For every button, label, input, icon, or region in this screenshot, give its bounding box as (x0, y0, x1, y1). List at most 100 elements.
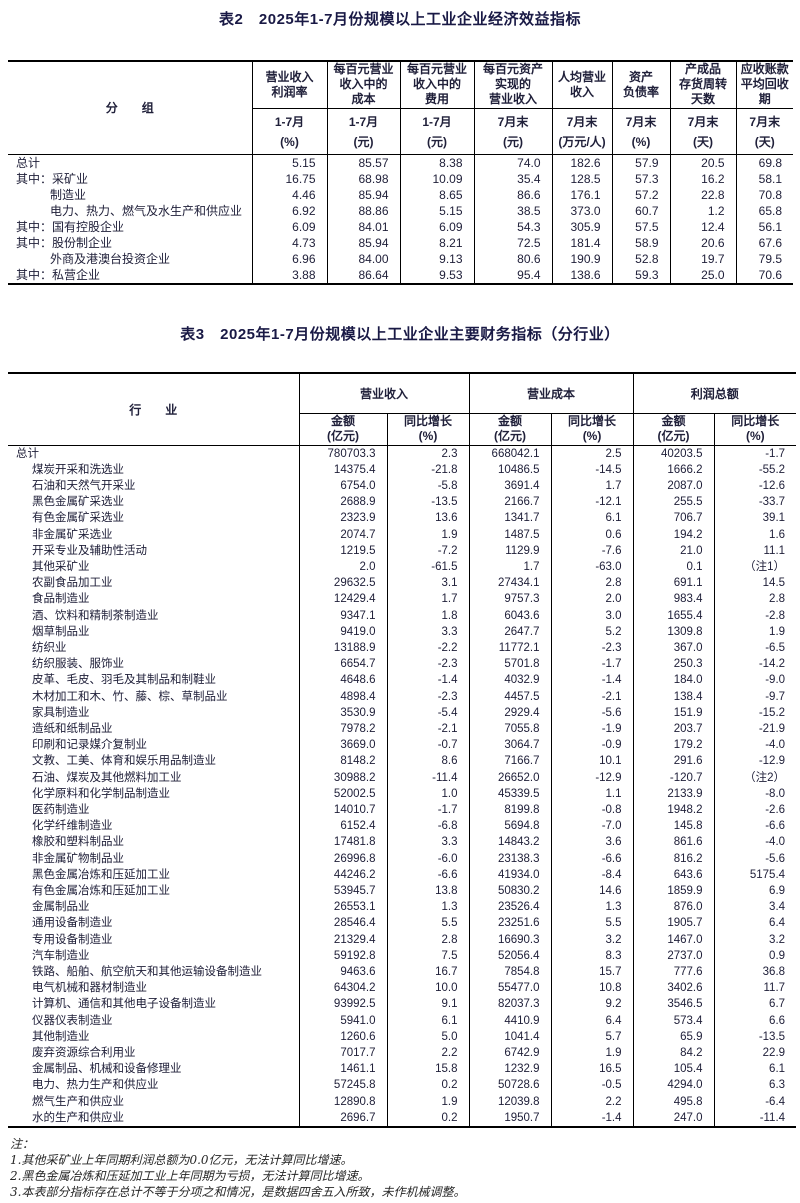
table3-row: 专用设备制造业 21329.4 2.8 16690.3 3.2 1467.0 3.2 (8, 931, 797, 948)
table2-col-period: 1-7月 (422, 114, 452, 129)
cell-value: 780703.3 (298, 445, 387, 462)
table3-row: 总计 780703.3 2.3 668042.1 2.5 40203.5 -1.7 (8, 445, 797, 462)
table2-col-header: 每百元资产 实现的 营业收入 (473, 61, 552, 109)
row-label: 黑色金属冶炼和压延加工业 (32, 868, 170, 881)
row-label: 电力、热力、燃气及水生产和供应业 (50, 203, 243, 218)
row-label: 有色金属冶炼和压延加工业 (32, 884, 170, 897)
row-label: 化学原料和化学制品制造业 (32, 787, 170, 800)
table3-col-subheader: 金额 (亿元) (298, 413, 387, 446)
cell-value: 2647.7 (468, 623, 552, 640)
cell-value: 82037.3 (468, 996, 552, 1013)
row-label: 其他采矿业 (32, 560, 90, 573)
cell-value: -1.4 (550, 672, 634, 689)
row-label: 家具制造业 (32, 706, 90, 719)
cell-value: 1.1 (550, 785, 634, 802)
cell-value: 4457.5 (468, 688, 552, 705)
cell-value: 30988.2 (298, 769, 387, 786)
cell-value: 1.3 (386, 899, 470, 916)
cell-value: 4410.9 (468, 1012, 552, 1029)
cell-value: -6.6 (550, 850, 634, 867)
cell-value: -2.3 (386, 656, 470, 673)
cell-value: -6.4 (713, 1093, 797, 1110)
cell-value: 41934.0 (468, 866, 552, 883)
cell-value: -1.7 (386, 801, 470, 819)
table2-col-period: 7月末 (687, 114, 719, 129)
row-label: 废弃资源综合利用业 (32, 1047, 136, 1060)
cell-value: 573.4 (632, 1012, 715, 1029)
table2-col-header: 每百元营业 收入中的 费用 (399, 61, 474, 109)
cell-value: 6.7 (713, 996, 797, 1013)
cell-value: 0.6 (550, 526, 634, 543)
cell-value: 2.3 (386, 445, 470, 462)
table2-col-period: 7月末 (497, 114, 529, 129)
cell-value: 2166.7 (468, 494, 552, 511)
table3-row: 非金属矿采选业 2074.7 1.9 1487.5 0.6 194.2 1.6 (8, 526, 797, 543)
table3-row: 造纸和纸制品业 7978.2 -2.1 7055.8 -1.9 203.7 -21.9 (8, 720, 797, 738)
table3-row: 燃气生产和供应业 12890.8 1.9 12039.8 2.2 495.8 -6.4 (8, 1093, 797, 1110)
row-label: 金属制品业 (32, 901, 90, 914)
table3-subheader-label: 同比增长 (%) (568, 414, 617, 443)
table3-subheader-label: 金额 (亿元) (657, 414, 690, 443)
cell-value: -1.9 (550, 720, 634, 738)
cell-value: 138.4 (632, 688, 715, 705)
cell-value: 50830.2 (468, 882, 552, 900)
cell-value: 138.6 (551, 267, 612, 285)
cell-value: 3.6 (550, 834, 634, 851)
cell-value: 11772.1 (468, 639, 552, 657)
row-label: 化学纤维制造业 (32, 820, 113, 833)
table2-row: 其中：国有控股企业 6.09 84.01 6.09 54.3 305.9 57.5 12.4 5… (8, 218, 793, 235)
cell-value: 55477.0 (468, 980, 552, 997)
cell-value: 8.6 (386, 753, 470, 770)
cell-value: -13.5 (386, 494, 470, 511)
row-label: 纺织业 (32, 641, 67, 654)
cell-value: 69.8 (735, 154, 793, 171)
table2-col-period: 1-7月 (348, 114, 379, 129)
cell-value: -12.6 (713, 477, 797, 495)
cell-value: 373.0 (551, 202, 612, 219)
cell-value: 85.94 (326, 186, 400, 203)
cell-value: 13.8 (386, 882, 470, 900)
cell-value: 3546.5 (632, 996, 715, 1013)
cell-value: 65.9 (632, 1028, 715, 1046)
cell-value: -0.8 (550, 801, 634, 819)
table2-col-subheader: 7月末 (元) (473, 108, 552, 155)
cell-value: 16690.3 (468, 931, 552, 948)
row-label: 总计 (16, 155, 41, 170)
row-label: 造纸和纸制品业 (32, 722, 113, 735)
cell-value: 1219.5 (298, 542, 387, 559)
cell-value: 105.4 (632, 1061, 715, 1078)
cell-value: 85.57 (326, 154, 400, 171)
table2-col-header: 资产 负债率 (611, 61, 670, 109)
table3-row: 计算机、通信和其他电子设备制造业 93992.5 9.1 82037.3 9.2 3546… (8, 996, 797, 1013)
row-label: 专用设备制造业 (32, 933, 113, 946)
table2-col-header: 人均营业 收入 (551, 61, 612, 109)
cell-value: -1.7 (713, 445, 797, 462)
table3-row: 化学纤维制造业 6152.4 -6.8 5694.8 -7.0 145.8 -6.6 (8, 818, 797, 835)
cell-value: -11.4 (386, 769, 470, 786)
table3-row: 印刷和记录媒介复制业 3669.0 -0.7 3064.7 -0.9 179.2 -4.0 (8, 737, 797, 754)
cell-value: 28546.4 (298, 915, 387, 932)
cell-value: 9347.1 (298, 607, 387, 624)
row-label: 仪器仪表制造业 (32, 1014, 113, 1027)
cell-value: 39.1 (713, 510, 797, 527)
table2-title: 表2 2025年1-7月份规模以上工业企业经济效益指标 (219, 11, 581, 28)
cell-value: 1950.7 (468, 1109, 552, 1128)
cell-value: 9419.0 (298, 623, 387, 640)
table2-row: 总计 5.15 85.57 8.38 74.0 182.6 57.9 20.5 69.8 (8, 154, 793, 171)
cell-value: 2.0 (550, 591, 634, 608)
cell-value: -6.0 (386, 850, 470, 867)
cell-value: 58.1 (735, 170, 793, 187)
table2-row: 外商及港澳台投资企业 6.96 84.00 9.13 80.6 190.9 52.8 19.7… (8, 251, 793, 268)
cell-value: 12039.8 (468, 1093, 552, 1110)
row-label: 医药制造业 (32, 803, 90, 816)
cell-value: 6.96 (251, 251, 327, 268)
table3-group-header: 营业收入 (298, 373, 470, 414)
cell-value: -6.6 (713, 818, 797, 835)
cell-value: 3.88 (251, 267, 327, 285)
cell-value: 3402.6 (632, 980, 715, 997)
cell-value: 13188.9 (298, 639, 387, 657)
cell-value: 38.5 (473, 202, 552, 219)
cell-value: -12.9 (550, 769, 634, 786)
table3-col-subheader: 金额 (亿元) (468, 413, 552, 446)
cell-value: 9.1 (386, 996, 470, 1013)
